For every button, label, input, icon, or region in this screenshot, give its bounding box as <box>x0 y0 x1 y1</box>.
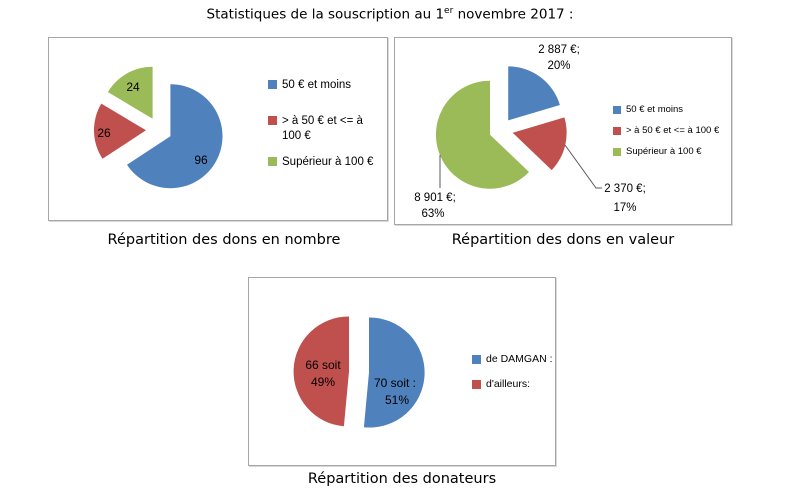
pie-slice-50-et-moins <box>508 66 560 121</box>
legend-item-sup-rieur-100: Supérieur à 100 € <box>268 155 380 170</box>
legend-item-d-ailleurs: d'ailleurs: <box>472 378 556 392</box>
legend-item-50-et-moins: 50 € et moins <box>613 104 731 116</box>
pie-slice-de-damgan <box>363 317 425 428</box>
legend-item-50-et-100: > à 50 € et <= à 100 € <box>613 125 731 137</box>
legend-label: 50 € et moins <box>626 104 684 115</box>
data-label-sup-rieur-100: 24 <box>126 80 140 94</box>
legend-swatch-icon <box>613 148 621 156</box>
legend-item-sup-rieur-100: Supérieur à 100 € <box>613 146 731 158</box>
legend-swatch-icon <box>268 157 277 166</box>
pie-chart-dons-en-valeur: 2 887 €; 20% 2 370 €; 17% 8 901 €; 63% <box>414 44 646 220</box>
legend-swatch-icon <box>613 106 621 114</box>
data-label-50-et-100: 17% <box>613 202 636 214</box>
pie-slice-50-et-100 <box>512 117 567 171</box>
pie-slice-sup-rieur-100 <box>435 80 529 189</box>
chart-caption-dons-en-valeur: Répartition des dons en valeur <box>451 232 675 248</box>
page-title-text: Statistiques de la souscription au 1 <box>206 6 445 23</box>
data-label-50-et-moins: 20% <box>547 60 570 72</box>
data-label-50-et-moins: 2 887 €; <box>538 44 580 56</box>
pie-slice-d-ailleurs <box>293 316 349 427</box>
data-label-50-et-moins: 96 <box>194 153 208 167</box>
chart-caption-dons-en-nombre: Répartition des dons en nombre <box>107 232 341 248</box>
data-label-sup-rieur-100: 8 901 €; <box>414 192 456 204</box>
legend-swatch-icon <box>472 380 481 389</box>
legend-label: > à 50 € et <= à 100 € <box>282 115 363 142</box>
data-label-sup-rieur-100: 63% <box>421 208 444 220</box>
data-label-d-ailleurs: 66 soit <box>305 358 341 372</box>
legend-swatch-icon <box>268 80 277 89</box>
legend-label: Supérieur à 100 € <box>626 146 702 157</box>
data-label-50-et-100: 26 <box>97 126 111 140</box>
chart-panel-donateurs: 70 soit : 51% 66 soit 49% de DAMGAN : d'aill… <box>248 277 556 466</box>
legend-label: Supérieur à 100 € <box>282 156 374 168</box>
legend-label: > à 50 € et <= à 100 € <box>626 125 720 136</box>
data-label-leader-line <box>564 144 602 189</box>
legend-swatch-icon <box>613 127 621 135</box>
data-label-de-damgan: 70 soit : <box>374 376 416 390</box>
pie-slice-sup-rieur-100 <box>107 66 153 119</box>
legend-label: 50 € et moins <box>282 79 352 91</box>
data-label-50-et-100: 2 370 €; <box>604 183 646 195</box>
legend-item-de-damgan: de DAMGAN : <box>472 353 556 367</box>
legend-swatch-icon <box>268 116 277 125</box>
page-title: Statistiques de la souscription au 1er n… <box>0 6 780 23</box>
legend-swatch-icon <box>472 355 481 364</box>
pie-slice-50-et-moins <box>127 84 223 189</box>
data-label-d-ailleurs: 49% <box>311 375 335 389</box>
page-title-superscript: er <box>444 6 454 16</box>
data-label-de-damgan: 51% <box>385 393 409 407</box>
chart-caption-donateurs: Répartition des donateurs <box>307 471 497 487</box>
chart-panel-dons-en-valeur: 2 887 €; 20% 2 370 €; 17% 8 901 €; 63% 50 € e… <box>394 37 732 225</box>
pie-chart-donateurs: 70 soit : 51% 66 soit 49% <box>293 316 425 428</box>
legend-label: de DAMGAN : <box>486 353 553 365</box>
pie-chart-dons-en-nombre: 96 26 24 <box>93 66 223 189</box>
legend-item-50-et-moins: 50 € et moins <box>268 78 380 93</box>
pie-slice-50-et-100 <box>93 103 146 159</box>
page-title-suffix: novembre 2017 : <box>453 6 574 23</box>
legend-item-50-et-100: > à 50 € et <= à 100 € <box>268 114 380 144</box>
chart-panel-dons-en-nombre: 96 26 24 50 € et moins > à 50 € et <= à 100… <box>48 37 388 221</box>
legend-label: d'ailleurs: <box>486 378 531 390</box>
